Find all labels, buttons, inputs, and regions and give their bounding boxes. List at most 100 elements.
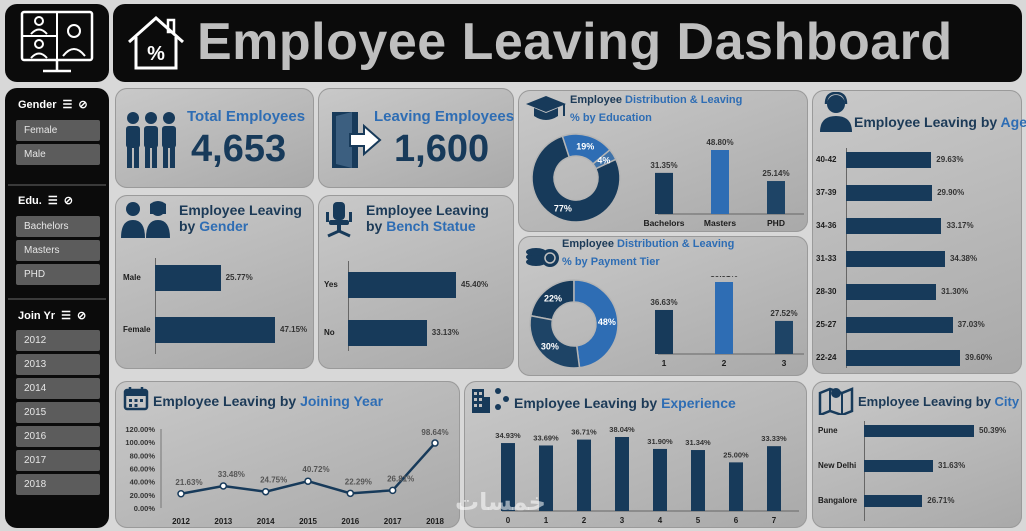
gender-card-title-line2: by Gender	[179, 218, 302, 234]
logo-panel	[5, 4, 109, 82]
joining-card-title: Employee Leaving by Joining Year	[153, 393, 383, 409]
slicer-item-male[interactable]: Male	[16, 144, 100, 165]
multi-select-icon[interactable]: ☰	[62, 99, 73, 111]
slicer-item-2014[interactable]: 2014	[16, 378, 100, 399]
building-people-icon	[472, 388, 509, 413]
experience-bar	[691, 450, 705, 511]
person-headset-icon	[820, 92, 852, 132]
joining-year-y-tick: 100.00%	[125, 438, 155, 447]
payment-card-title-accent: Distribution & Leaving	[617, 238, 735, 250]
experience-bar	[501, 443, 515, 511]
age-bar	[846, 185, 933, 201]
age-card-title-accent: Age	[1000, 114, 1026, 130]
slicer-item-phd[interactable]: PHD	[16, 264, 100, 285]
age-value-label: 29.63%	[936, 155, 964, 164]
joining-year-y-tick: 80.00%	[130, 451, 156, 460]
joining-year-x-tick: 2016	[341, 517, 359, 526]
house-percent-icon: %	[128, 15, 184, 70]
city-value-label: 26.71%	[927, 496, 955, 505]
slicer-item-2017[interactable]: 2017	[16, 450, 100, 471]
multi-select-icon[interactable]: ☰	[47, 195, 58, 207]
experience-bar	[729, 462, 743, 511]
joining-year-value-label: 21.63%	[175, 478, 202, 487]
map-pin-icon	[818, 387, 854, 415]
education-donut-chart: 77% 19%4%	[531, 133, 621, 223]
experience-category-label: 4	[658, 516, 663, 525]
clear-filter-icon[interactable]: ⊘	[63, 195, 73, 207]
gender-card-title-by: by	[179, 218, 200, 235]
age-leaving-card: Employee Leaving by Age 40-42 29.63% 37-39…	[812, 90, 1026, 374]
slicer-item-2016[interactable]: 2016	[16, 426, 100, 447]
slicer-item-female[interactable]: Female	[16, 120, 100, 141]
joining-year-x-tick: 2014	[257, 517, 275, 526]
gender-category-label: Female	[123, 325, 151, 334]
education_bar-value-label: 48.80%	[706, 138, 733, 147]
experience-card-title-start: Employee Leaving by	[514, 395, 662, 411]
joining-year-point	[304, 477, 312, 485]
gender-bar	[155, 265, 221, 291]
age-bar	[846, 350, 960, 366]
payment_bar-bar	[715, 282, 733, 354]
video-meeting-icon	[20, 10, 94, 73]
clear-filter-icon[interactable]: ⊘	[78, 99, 88, 111]
experience-value-label: 33.33%	[761, 434, 787, 443]
total-employees-card: Total Employees 4,653	[115, 88, 314, 188]
slicer-item-2018[interactable]: 2018	[16, 474, 100, 495]
education_donut-slice-label: 77%	[554, 203, 572, 213]
education_bar-category-label: Bachelors	[643, 218, 684, 228]
bench-chart-axis	[348, 261, 349, 351]
bench-card-title: Employee Leaving by Bench Statue	[366, 202, 489, 234]
education_bar-bar	[767, 181, 785, 214]
age-bar	[846, 317, 953, 333]
education_bar-value-label: 25.14%	[762, 169, 789, 178]
education-bar-chart: 31.35% Bachelors 48.80% Masters 25.14% PHD	[643, 138, 804, 228]
slicer-item-2012[interactable]: 2012	[16, 330, 100, 351]
gender-chart-axis	[155, 258, 156, 354]
total-employees-value: 4,653	[191, 128, 287, 170]
city-category-label: Bangalore	[818, 496, 858, 505]
calendar-icon	[123, 387, 149, 411]
watermark: خمسات	[455, 488, 546, 516]
man-woman-icon	[121, 201, 170, 238]
age-value-label: 34.38%	[949, 254, 978, 263]
clear-filter-icon[interactable]: ⊘	[76, 310, 87, 322]
age-category-label: 22-24	[816, 353, 837, 362]
experience-bar	[767, 446, 781, 511]
age-category-label: 25-27	[816, 320, 837, 329]
joining-year-x-tick: 2018	[426, 517, 444, 526]
education_donut-slice-label: 4%	[597, 155, 610, 165]
total-employees-label: Total Employees	[187, 108, 306, 125]
joining-year-point	[388, 486, 397, 495]
age-category-label: 37-39	[816, 188, 837, 197]
education_bar-category-label: Masters	[704, 218, 736, 228]
joining-year-y-tick: 120.00%	[125, 425, 155, 434]
age-category-label: 31-33	[816, 254, 837, 263]
slicer-item-bachelors[interactable]: Bachelors	[16, 216, 100, 237]
office-chair-icon	[326, 202, 352, 238]
joining-year-value-label: 26.81%	[387, 474, 414, 483]
join-year-slicer-title: Join Yr	[18, 309, 56, 322]
joining-year-x-tick: 2013	[214, 517, 232, 526]
slicer-item-2015[interactable]: 2015	[16, 402, 100, 423]
join-year-slicer-header: Join Yr ☰ ⊘	[18, 309, 87, 323]
joining-year-card: Employee Leaving by Joining Year 0.00% 20…	[115, 381, 460, 528]
age-category-label: 40-42	[816, 155, 837, 164]
leaving-employees-card: Leaving Employees 1,600	[318, 88, 514, 188]
education-slicer-title: Edu.	[18, 194, 42, 207]
slicer-item-masters[interactable]: Masters	[16, 240, 100, 261]
experience-value-label: 36.71%	[571, 428, 597, 437]
slicer-item-2013[interactable]: 2013	[16, 354, 100, 375]
joining-year-value-label: 33.48%	[218, 470, 245, 479]
experience-bar	[615, 437, 629, 511]
payment_donut-slice-label: 30%	[541, 342, 559, 352]
experience-category-label: 1	[544, 516, 549, 525]
gender-card-title-line1: Employee Leaving	[179, 202, 302, 218]
multi-select-icon[interactable]: ☰	[61, 310, 71, 322]
payment_bar-bar	[655, 309, 673, 354]
bench-value-label: 33.13%	[431, 328, 459, 337]
joining-card-title-accent: Joining Year	[300, 393, 384, 409]
experience-bar	[577, 439, 591, 511]
experience-card-title-accent: Experience	[661, 395, 736, 411]
bench-category-label: Yes	[324, 280, 338, 289]
joining-year-y-tick: 0.00%	[134, 504, 156, 513]
